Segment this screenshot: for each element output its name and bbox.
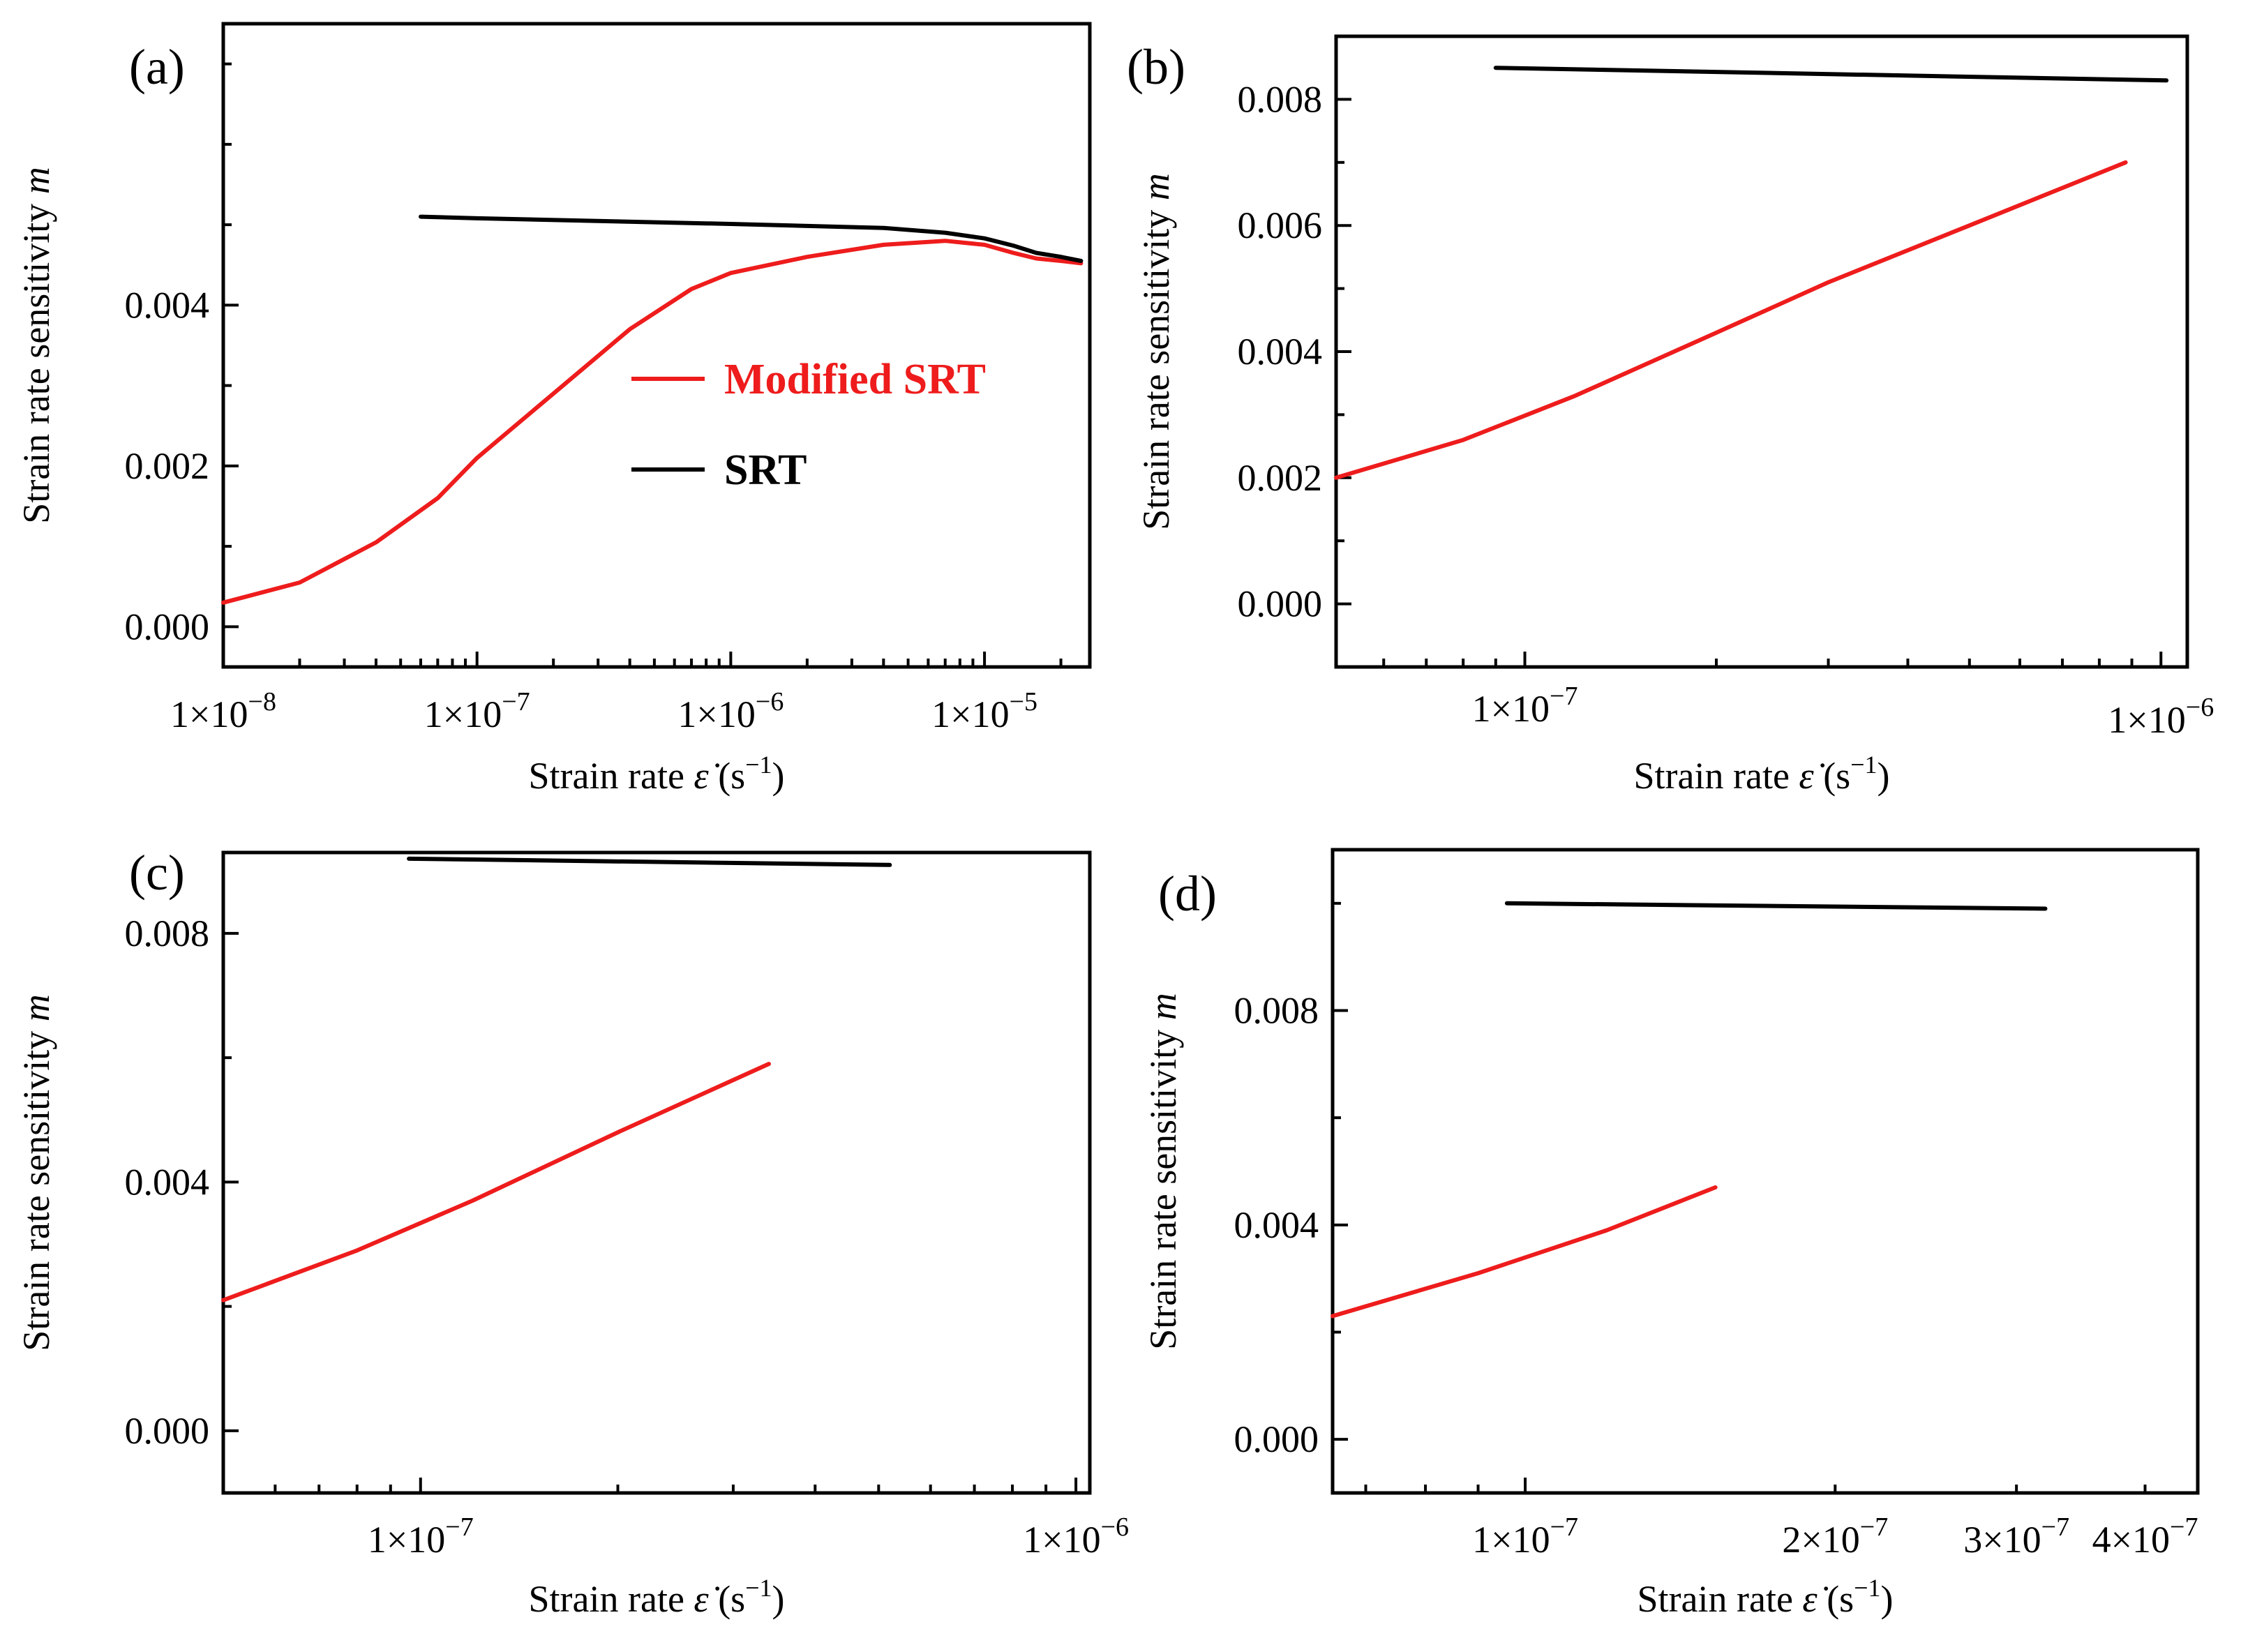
y-tick-label: 0.000	[1238, 583, 1323, 625]
panel-letter: (b)	[1127, 39, 1185, 95]
y-tick-label: 0.004	[125, 284, 210, 326]
x-tick-label: 1×10−8	[170, 687, 276, 735]
x-tick-label: 3×10−7	[1963, 1512, 2069, 1561]
y-tick-label: 0.000	[125, 1410, 210, 1452]
y-tick-label: 0.004	[1238, 331, 1323, 373]
x-tick-label: 1×10−6	[677, 687, 784, 735]
series-line-srt	[419, 214, 1084, 263]
y-axis-title: Strain rate sensitivity m	[15, 994, 57, 1351]
y-tick-label: 0.008	[1238, 78, 1323, 120]
x-axis-title: Strain rate ε̇ (s−1)	[1634, 751, 1890, 797]
y-axis-title: Strain rate sensitivity m	[15, 167, 57, 523]
y-axis-title: Strain rate sensitivity m	[1135, 173, 1177, 530]
plot-frame	[221, 22, 1092, 669]
y-tick-label: 0.008	[1234, 990, 1319, 1032]
panel-c: 0.000 0.004 0.008 1×10−7 1×10−6 Strain rate ε…	[15, 845, 1129, 1620]
panel-letter: (c)	[129, 845, 185, 901]
panel-b: 0.000 0.002 0.004 0.006 0.008 1×10−7 1×10−6 Str…	[1127, 34, 2214, 797]
x-tick-label: 4×10−7	[2092, 1512, 2198, 1561]
legend: Modified SRT SRT	[631, 356, 986, 494]
x-tick-label: 1×10−7	[1472, 1512, 1578, 1561]
panel-letter: (d)	[1158, 866, 1217, 922]
y-tick-label: 0.000	[125, 606, 210, 647]
panel-d: 0.000 0.004 0.008 1×10−7 2×10−7 3×10−7 4×10−7 S…	[1142, 848, 2200, 1620]
x-tick-label: 1×10−5	[931, 687, 1037, 735]
y-axis-title: Strain rate sensitivity m	[1142, 993, 1184, 1349]
legend-label-srt: SRT	[724, 446, 807, 494]
x-tick-label: 2×10−7	[1782, 1512, 1888, 1561]
x-tick-label: 1×10−6	[1023, 1512, 1129, 1561]
series-line-modified-srt	[1331, 1185, 1718, 1319]
series-line-srt	[1504, 901, 2048, 911]
series-line-modified-srt	[1334, 160, 2128, 480]
y-tick-label: 0.000	[1234, 1418, 1319, 1460]
legend-label-modified-srt: Modified SRT	[724, 356, 986, 403]
panel-a: 0.000 0.002 0.004 1×10−8 1×10−7 1×10−6 1×10−5 S…	[15, 22, 1092, 797]
series-line-modified-srt	[221, 239, 1084, 605]
y-tick-label: 0.004	[125, 1161, 210, 1203]
x-axis-title: Strain rate ε̇ (s−1)	[1637, 1574, 1894, 1620]
plot-frame	[1331, 848, 2200, 1495]
x-tick-label: 1×10−7	[368, 1512, 474, 1561]
series-line-srt	[1493, 66, 2169, 83]
series-line-srt	[407, 856, 892, 867]
x-tick-label: 1×10−6	[2108, 693, 2214, 741]
plot-frame	[1334, 34, 2189, 669]
y-tick-label: 0.008	[125, 913, 210, 954]
y-tick-label: 0.002	[1238, 457, 1323, 499]
panel-letter: (a)	[129, 39, 185, 95]
x-tick-label: 1×10−7	[424, 687, 530, 735]
plot-frame	[221, 850, 1092, 1495]
x-tick-label: 1×10−7	[1472, 682, 1578, 730]
x-axis-title: Strain rate ε̇ (s−1)	[529, 1574, 785, 1620]
series-line-modified-srt	[221, 1062, 771, 1302]
y-tick-label: 0.006	[1238, 204, 1323, 246]
y-tick-label: 0.004	[1234, 1204, 1319, 1246]
y-tick-label: 0.002	[125, 445, 210, 487]
x-axis-title: Strain rate ε̇ (s−1)	[529, 751, 785, 797]
